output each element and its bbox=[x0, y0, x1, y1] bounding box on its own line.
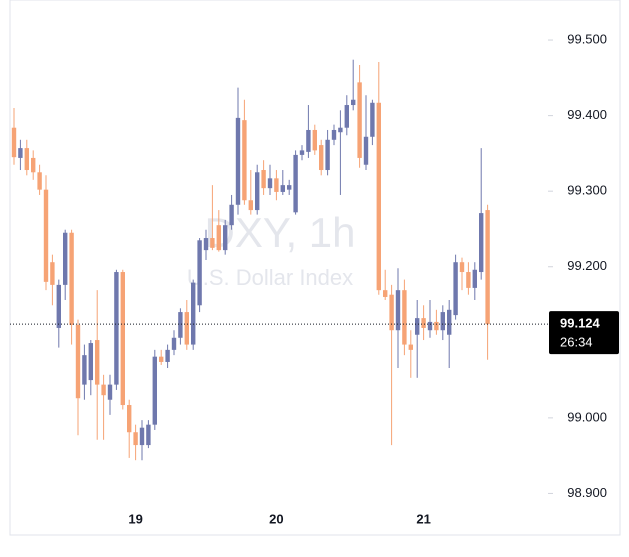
y-tick-label: 99.200 bbox=[567, 258, 607, 273]
candle-body bbox=[171, 337, 177, 350]
price-box bbox=[549, 311, 619, 355]
candle-body bbox=[421, 318, 426, 328]
candle-body bbox=[139, 427, 145, 446]
candle-body bbox=[427, 321, 433, 331]
candle-body bbox=[447, 309, 452, 335]
price-label: 99.124 bbox=[560, 316, 601, 331]
candle-body bbox=[37, 172, 42, 190]
candle-body bbox=[479, 213, 484, 273]
candle-body bbox=[18, 148, 23, 158]
candle-body bbox=[325, 139, 330, 171]
candle-body bbox=[127, 405, 132, 433]
y-tick-label: 99.000 bbox=[567, 409, 607, 424]
candle-body bbox=[210, 238, 215, 248]
candle-body bbox=[415, 318, 420, 335]
candle-body bbox=[370, 102, 375, 137]
candle-body bbox=[31, 157, 36, 173]
candle-body bbox=[197, 240, 202, 306]
chart-frame bbox=[9, 0, 621, 536]
candle-body bbox=[453, 262, 458, 316]
candle-body bbox=[383, 290, 388, 297]
y-tick-label: 98.900 bbox=[567, 485, 607, 500]
y-tick-label: 99.500 bbox=[567, 31, 607, 46]
watermark-subtitle: U.S. Dollar Index bbox=[187, 265, 353, 290]
candle-body bbox=[344, 105, 349, 128]
candle-body bbox=[261, 170, 266, 189]
candle-body bbox=[472, 269, 477, 288]
candle-body bbox=[63, 232, 68, 285]
candle-body bbox=[152, 356, 157, 425]
candle-body bbox=[299, 150, 305, 155]
candle-body bbox=[133, 432, 138, 446]
candle-body bbox=[434, 321, 439, 331]
candle-body bbox=[43, 189, 49, 282]
candle-body bbox=[267, 178, 273, 189]
candle-body bbox=[223, 225, 228, 251]
candle-body bbox=[319, 145, 324, 171]
candle-body bbox=[395, 290, 401, 331]
candle-body bbox=[146, 424, 151, 446]
x-tick-label: 21 bbox=[416, 511, 430, 526]
candle-body bbox=[50, 262, 55, 285]
candle-body bbox=[242, 120, 247, 201]
candle-body bbox=[402, 290, 407, 345]
candle-body bbox=[56, 284, 61, 328]
candle-body bbox=[203, 238, 209, 251]
candle-body bbox=[229, 204, 234, 226]
candle-body bbox=[440, 312, 445, 331]
candle-body bbox=[255, 172, 260, 211]
candle-body bbox=[485, 210, 490, 325]
candle-body bbox=[293, 154, 298, 213]
countdown-label: 26:34 bbox=[560, 335, 593, 350]
candle-body bbox=[363, 136, 369, 165]
candle-body bbox=[351, 99, 356, 106]
x-tick-label: 19 bbox=[128, 511, 142, 526]
candle-body bbox=[114, 272, 119, 385]
candle-body bbox=[357, 82, 362, 158]
candle-body bbox=[69, 232, 74, 325]
candle-body bbox=[312, 129, 317, 151]
candle-body bbox=[331, 129, 337, 140]
candle-body bbox=[459, 262, 465, 273]
candle-body bbox=[184, 312, 189, 345]
candle-body bbox=[82, 355, 87, 385]
candle-body bbox=[11, 127, 17, 158]
candle-body bbox=[235, 117, 241, 205]
candle-body bbox=[389, 294, 394, 331]
candle-body bbox=[107, 384, 113, 400]
candle-body bbox=[466, 272, 471, 288]
candle-body bbox=[216, 225, 221, 251]
candle-body bbox=[165, 349, 170, 362]
x-tick-label: 20 bbox=[269, 511, 283, 526]
candle-body bbox=[88, 343, 93, 381]
candle-body bbox=[159, 356, 164, 362]
candle-body bbox=[95, 340, 100, 385]
candle-body bbox=[75, 324, 81, 399]
candle-body bbox=[248, 200, 253, 211]
candle-body bbox=[191, 282, 196, 345]
candle-body bbox=[274, 178, 279, 192]
y-tick-label: 99.400 bbox=[567, 107, 607, 122]
y-tick-label: 99.300 bbox=[567, 183, 607, 198]
candle-body bbox=[287, 185, 292, 190]
candle-body bbox=[101, 384, 106, 396]
candle-body bbox=[306, 129, 311, 152]
candle-body bbox=[120, 272, 125, 406]
candle-body bbox=[280, 185, 285, 192]
candle-body bbox=[338, 127, 343, 133]
candle-body bbox=[178, 312, 183, 338]
candle-body bbox=[376, 102, 381, 291]
candle-body bbox=[24, 148, 29, 171]
candle-body bbox=[408, 344, 413, 350]
